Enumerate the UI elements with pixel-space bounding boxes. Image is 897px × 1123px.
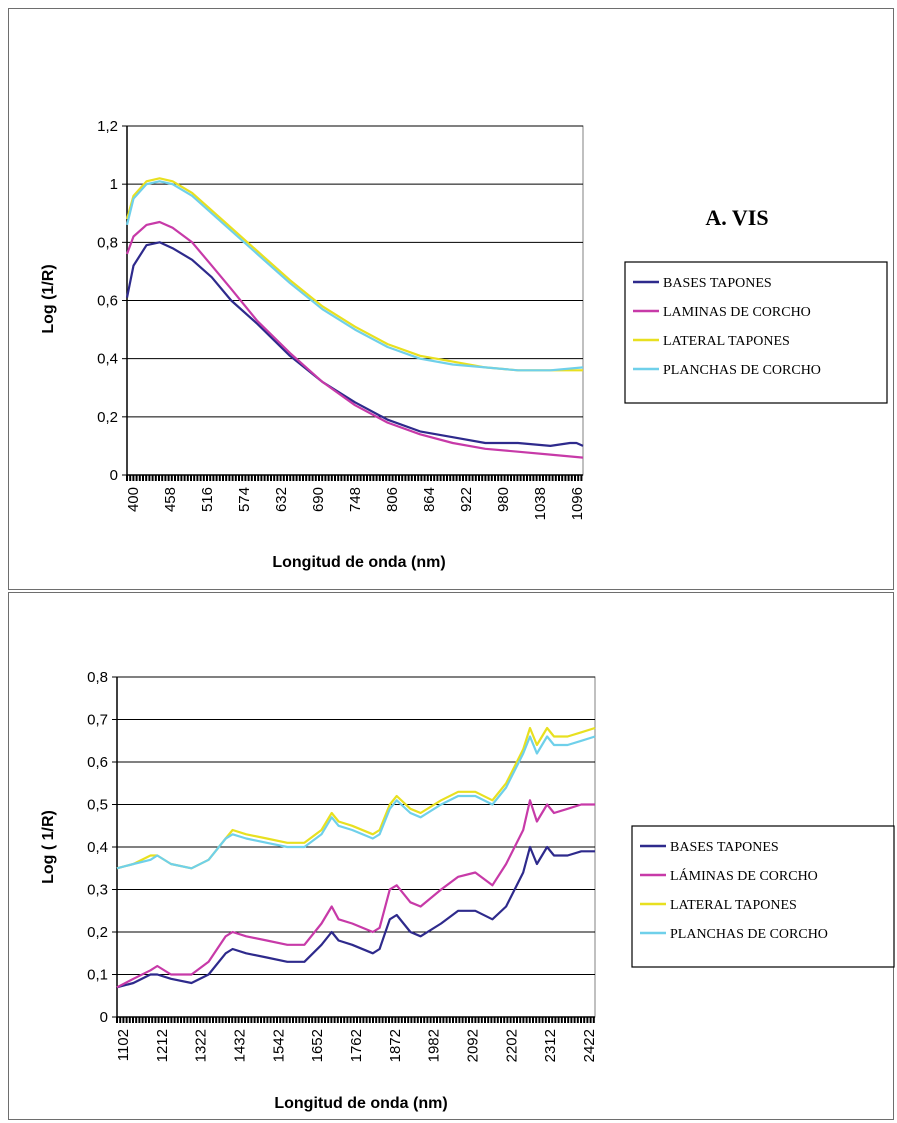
- vis-x-tick-label: 400: [125, 487, 142, 512]
- vis-x-tick-label: 458: [162, 487, 179, 512]
- vis-legend-label-2: LATERAL TAPONES: [663, 334, 790, 349]
- vis-y-tick-label: 0,8: [97, 234, 118, 251]
- nir-legend-label-3: PLANCHAS DE CORCHO: [670, 927, 828, 942]
- vis-y-tick-label: 0,2: [97, 409, 118, 426]
- nir-x-tick-label: 1102: [115, 1029, 132, 1061]
- nir-x-tick-label: 1322: [193, 1029, 210, 1062]
- vis-y-tick-label: 1: [110, 176, 118, 193]
- nir-y-tick-label: 0: [100, 1009, 108, 1026]
- vis-y-tick-label: 0,6: [97, 293, 118, 310]
- vis-legend-label-3: PLANCHAS DE CORCHO: [663, 363, 821, 378]
- nir-x-axis-ticks: [116, 1017, 595, 1023]
- nir-legend-label-1: LÁMINAS DE CORCHO: [670, 867, 818, 884]
- vis-legend-box: [624, 261, 888, 404]
- nir-y-tick-label: 0,2: [87, 924, 108, 941]
- nir-x-tick-label: 1542: [270, 1029, 287, 1062]
- vis-legend-label-0: BASES TAPONES: [663, 276, 772, 291]
- nir-x-tick-label: 1432: [232, 1029, 249, 1062]
- vis-y-tick-label: 0,4: [97, 351, 118, 368]
- nir-x-tick-label: 2092: [465, 1029, 482, 1062]
- nir-chart: 0 0,1 0,2 0,3 0,4 0,5 0,6 0,7 0,8 1102 1212 1322 143…: [40, 669, 895, 1112]
- nir-x-tick-label: 1872: [387, 1029, 404, 1062]
- nir-y-tick-label: 0,4: [87, 839, 108, 856]
- nir-x-axis-title: Longitud de onda (nm): [274, 1095, 447, 1112]
- vis-x-tick-label: 690: [310, 487, 327, 512]
- vis-x-axis-title: Longitud de onda (nm): [272, 554, 445, 571]
- nir-x-tick-label: 1652: [309, 1029, 326, 1062]
- nir-y-tick-label: 0,3: [87, 882, 108, 899]
- nir-series-line-3: [116, 735, 596, 870]
- vis-panel-label: A. VIS: [705, 205, 768, 230]
- nir-y-tick-label: 0,6: [87, 754, 108, 771]
- nir-series-line-1: [116, 799, 595, 989]
- nir-x-tick-label: 1212: [154, 1029, 171, 1062]
- vis-x-axis-ticks: [126, 475, 583, 481]
- nir-x-tick-label: 2202: [503, 1029, 520, 1062]
- nir-x-tick-label: 1982: [426, 1029, 443, 1062]
- vis-chart: 0 0,2 0,4 0,6 0,8 1 1,2 400 458 516 574 632 690 748 80…: [40, 118, 888, 571]
- vis-x-tick-label: 1096: [569, 487, 586, 520]
- vis-chart-panel: 0 0,2 0,4 0,6 0,8 1 1,2 400 458 516 574 632 690 748 80…: [8, 8, 894, 590]
- nir-y-tick-label: 0,7: [87, 712, 108, 729]
- vis-series-line-1: [125, 220, 584, 459]
- nir-y-tick-label: 0,5: [87, 797, 108, 814]
- vis-y-axis-title: Log (1/R): [40, 264, 57, 333]
- nir-y-axis-title: Log ( 1/R): [40, 810, 57, 884]
- vis-y-tick-label: 0: [110, 467, 118, 484]
- vis-x-tick-label: 806: [384, 487, 401, 512]
- vis-x-tick-label: 632: [273, 487, 290, 512]
- nir-legend-label-2: LATERAL TAPONES: [670, 898, 797, 913]
- nir-y-tick-label: 0,1: [87, 967, 108, 984]
- vis-x-tick-label: 574: [236, 487, 253, 512]
- vis-legend-label-1: LAMINAS DE CORCHO: [663, 305, 811, 320]
- nir-x-tick-label: 2312: [542, 1029, 559, 1062]
- vis-x-tick-label: 748: [347, 487, 364, 512]
- vis-x-tick-label: 922: [458, 487, 475, 512]
- vis-series-line-3: [125, 180, 584, 372]
- nir-chart-panel: 0 0,1 0,2 0,3 0,4 0,5 0,6 0,7 0,8 1102 1212 1322 143…: [8, 592, 895, 1120]
- nir-legend-label-0: BASES TAPONES: [670, 840, 779, 855]
- nir-legend-box: [631, 825, 895, 968]
- nir-x-tick-label: 1762: [348, 1029, 365, 1062]
- vis-x-tick-label: 516: [199, 487, 216, 512]
- nir-series-line-0: [116, 845, 595, 989]
- vis-y-tick-label: 1,2: [97, 118, 118, 135]
- vis-x-tick-label: 864: [421, 487, 438, 512]
- nir-x-tick-label: 2422: [581, 1029, 598, 1062]
- vis-x-tick-label: 980: [495, 487, 512, 512]
- vis-x-tick-label: 1038: [532, 487, 549, 520]
- nir-y-tick-label: 0,8: [87, 669, 108, 686]
